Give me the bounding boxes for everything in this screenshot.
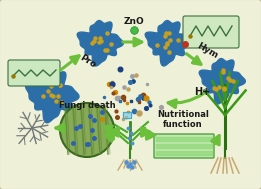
Polygon shape	[123, 112, 131, 118]
Text: ZnO: ZnO	[124, 17, 144, 26]
Text: Fungi death: Fungi death	[59, 101, 115, 110]
FancyBboxPatch shape	[154, 134, 214, 158]
Circle shape	[60, 103, 114, 157]
FancyBboxPatch shape	[8, 60, 60, 86]
Text: Pro: Pro	[78, 53, 97, 70]
Text: Hym: Hym	[195, 41, 219, 60]
Polygon shape	[77, 21, 123, 66]
Polygon shape	[26, 70, 79, 123]
Text: H+: H+	[194, 87, 210, 97]
Text: Nutritional
function: Nutritional function	[157, 110, 209, 129]
Polygon shape	[199, 59, 245, 104]
Polygon shape	[145, 21, 191, 66]
FancyBboxPatch shape	[183, 16, 239, 48]
